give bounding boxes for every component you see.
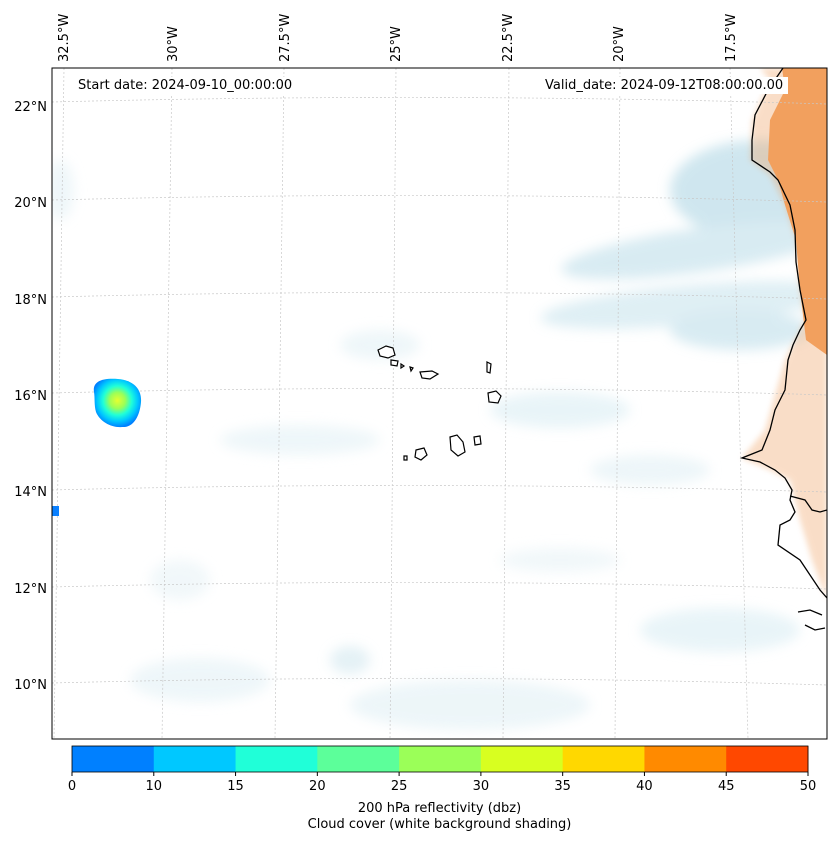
colorbar-tick-label: 0 (68, 779, 76, 794)
colorbar-tick-label: 25 (391, 779, 408, 794)
start-date-annotation: Start date: 2024-09-10_00:00:00 (73, 77, 298, 94)
lat-label-18n: 18°N (14, 293, 47, 308)
valid-date-annotation: Valid_date: 2024-09-12T08:00:00.00 (540, 77, 789, 94)
colorbar-tick-label: 45 (718, 779, 735, 794)
colorbar-ticks: 0 10 15 20 25 30 35 40 45 50 (68, 772, 816, 794)
lon-label-30w: 30°W (166, 26, 181, 62)
lon-label-17.5w: 17.5°W (724, 14, 739, 62)
lon-label-22.5w: 22.5°W (501, 14, 516, 62)
africa-landmass (742, 68, 827, 600)
graticule (52, 68, 827, 739)
colorbar-tick-label: 20 (309, 779, 326, 794)
lon-label-25w: 25°W (389, 26, 404, 62)
colorbar-tick-label: 40 (636, 779, 653, 794)
colorbar-tick-label: 15 (227, 779, 244, 794)
colorbar-segment (726, 746, 809, 772)
reflectivity-edge-cell (52, 506, 59, 516)
cloud-cover-shading (52, 140, 827, 730)
colorbar-label-cloud-cover: Cloud cover (white background shading) (307, 817, 572, 832)
lat-label-22n: 22°N (14, 100, 47, 115)
lon-label-32.5w: 32.5°W (57, 14, 72, 62)
lon-label-27.5w: 27.5°W (278, 14, 293, 62)
colorbar-segment (317, 746, 400, 772)
colorbar-label-reflectivity: 200 hPa reflectivity (dbz) (357, 801, 522, 816)
reflectivity-storm-cell (52, 378, 142, 516)
colorbar-segment (235, 746, 318, 772)
colorbar-segment (480, 746, 564, 772)
colorbar-tick-label: 50 (800, 779, 817, 794)
cape-verde-islands (377, 345, 502, 461)
colorbar (72, 746, 809, 772)
colorbar-segment (399, 746, 482, 772)
map-frame (51, 67, 828, 740)
lat-label-10n: 10°N (14, 678, 47, 693)
lat-label-16n: 16°N (14, 389, 47, 404)
colorbar-tick-label: 10 (146, 779, 163, 794)
coastline (739, 68, 827, 631)
colorbar-segment (644, 746, 727, 772)
longitude-labels: 32.5°W 30°W 27.5°W 25°W 22.5°W 20°W 17.5… (57, 14, 739, 62)
colorbar-frame (71, 745, 809, 773)
colorbar-tick-label: 30 (473, 779, 490, 794)
lat-label-12n: 12°N (14, 582, 47, 597)
colorbar-segment (153, 746, 237, 772)
colorbar-tick-label: 35 (554, 779, 571, 794)
lat-label-14n: 14°N (14, 485, 47, 500)
colorbar-segment (72, 746, 155, 772)
colorbar-segment (562, 746, 645, 772)
colorbar-caption: 200 hPa reflectivity (dbz) Cloud cover (… (52, 801, 827, 833)
latitude-labels: 22°N 20°N 18°N 16°N 14°N 12°N 10°N (14, 100, 47, 693)
lon-label-20w: 20°W (612, 26, 627, 62)
lat-label-20n: 20°N (14, 196, 47, 211)
